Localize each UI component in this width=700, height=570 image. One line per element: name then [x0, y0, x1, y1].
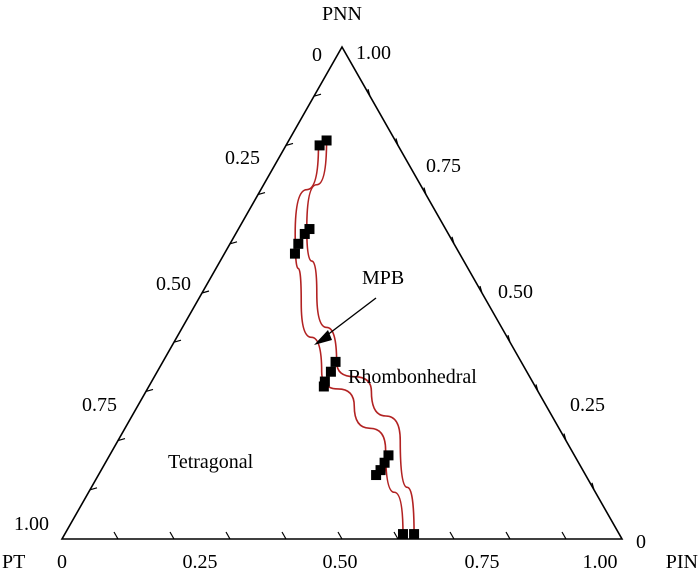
- bottom-tick-label-2: 0.50: [323, 551, 358, 570]
- bottom-edge-tick: [281, 531, 287, 540]
- triangle-frame: [60, 45, 624, 540]
- bottom-edge-tick: [225, 531, 231, 540]
- left-tick-label-1: 0.25: [225, 147, 260, 169]
- left-edge-tick: [229, 241, 238, 245]
- mpb-boundary-curve-1: [294, 145, 404, 535]
- data-point: [371, 470, 382, 481]
- left-edge-tick: [285, 142, 294, 146]
- annotation-rhombohedral: Rhombonhedral: [348, 366, 477, 388]
- right-tick-label-1: 0.75: [426, 155, 461, 177]
- data-point: [397, 529, 408, 540]
- bottom-tick-label-4: 1.00: [583, 551, 618, 570]
- right-tick-label-4: 0: [636, 531, 646, 553]
- vertex-label-right: PIN: [666, 551, 698, 570]
- mpb-boundaries: [294, 140, 415, 535]
- tick-marks: [89, 89, 595, 540]
- annotation-tetragonal: Tetragonal: [168, 451, 254, 473]
- left-tick-label-2: 0.50: [156, 273, 191, 295]
- right-tick-label-3: 0.25: [570, 394, 605, 416]
- bottom-edge-tick: [449, 531, 455, 540]
- bottom-tick-label-0: 0: [57, 551, 67, 570]
- left-edge-tick: [173, 339, 182, 343]
- bottom-edge-tick: [505, 531, 511, 540]
- data-point: [409, 529, 420, 540]
- data-point: [318, 381, 329, 392]
- data-point: [299, 228, 310, 239]
- left-edge-tick: [313, 93, 322, 97]
- data-point: [289, 248, 300, 259]
- bottom-edge-tick: [113, 531, 119, 540]
- data-point: [379, 457, 390, 468]
- bottom-edge-tick: [337, 531, 343, 540]
- left-edge-tick: [201, 290, 210, 294]
- right-tick-label-0: 1.00: [356, 42, 391, 64]
- right-edge-tick: [563, 433, 567, 441]
- annotation-mpb: MPB: [362, 267, 404, 289]
- right-edge-tick: [395, 138, 399, 146]
- data-point: [321, 135, 332, 146]
- right-edge-tick: [535, 384, 539, 392]
- data-point: [325, 366, 336, 377]
- data-points: [289, 135, 420, 540]
- right-edge-tick: [479, 285, 483, 294]
- mpb-arrow-head: [314, 330, 332, 345]
- left-edge-tick: [145, 388, 154, 392]
- bottom-tick-label-3: 0.75: [465, 551, 500, 570]
- data-point: [383, 450, 394, 461]
- data-point: [293, 238, 304, 249]
- right-edge-tick: [367, 89, 371, 97]
- left-edge-tick: [257, 192, 266, 196]
- left-edge-tick: [117, 438, 126, 442]
- bottom-edge-tick: [169, 531, 175, 540]
- bottom-tick-label-1: 0.25: [183, 551, 218, 570]
- left-edge-tick: [89, 487, 98, 491]
- right-tick-label-2: 0.50: [498, 281, 533, 303]
- data-point: [330, 356, 341, 367]
- left-tick-label-3: 0.75: [82, 394, 117, 416]
- left-tick-label-0: 0: [312, 44, 322, 66]
- data-point: [314, 140, 325, 151]
- right-edge-tick: [591, 482, 595, 490]
- left-tick-label-4: 1.00: [14, 513, 49, 535]
- right-edge-tick: [423, 187, 427, 195]
- mpb-arrow-shaft: [321, 297, 377, 340]
- vertex-label-top: PNN: [322, 3, 362, 25]
- bottom-edge-tick: [393, 531, 399, 540]
- right-edge-tick: [451, 236, 455, 244]
- right-edge-tick: [507, 335, 511, 343]
- bottom-edge-tick: [561, 531, 567, 540]
- vertex-label-left: PT: [2, 551, 25, 570]
